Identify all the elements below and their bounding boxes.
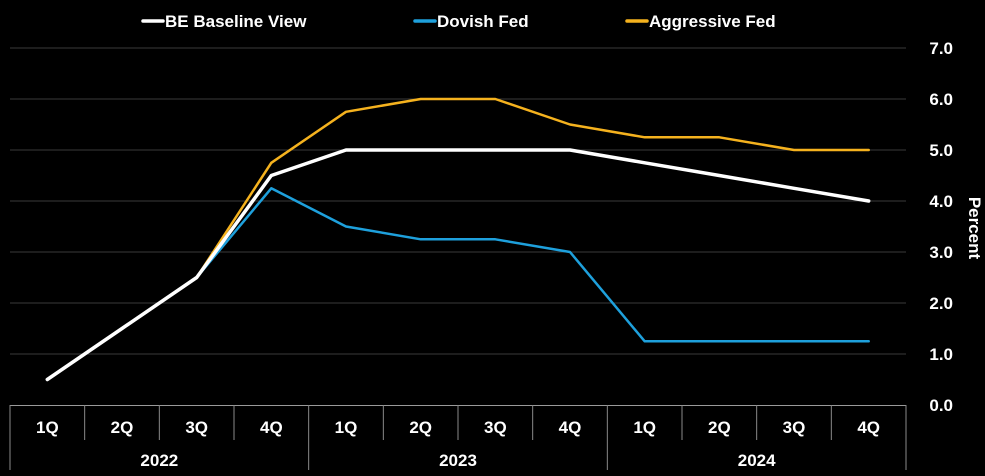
x-axis: 1Q 2Q 3Q 4Q 1Q 2Q 3Q 4Q 1Q 2Q 3Q 4Q 2022 2023 2024: [9, 405, 907, 470]
y-tick-label: 7.0: [929, 39, 953, 58]
x-tick-label: 1Q: [36, 418, 59, 437]
x-tick-label: 2Q: [409, 418, 432, 437]
series-line-dovish-fed: [195, 187, 870, 343]
y-axis: 0.0 1.0 2.0 3.0 4.0 5.0 6.0 7.0: [929, 39, 953, 415]
x-tick-label: 2Q: [708, 418, 731, 437]
x-tick-label: 3Q: [484, 418, 507, 437]
series-line-be-baseline-view: [45, 148, 871, 382]
legend-label-aggressive-fed: Aggressive Fed: [649, 12, 776, 31]
y-tick-label: 3.0: [929, 243, 953, 262]
y-tick-label: 2.0: [929, 294, 953, 313]
y-axis-title: Percent: [965, 197, 984, 260]
year-label: 2024: [738, 451, 776, 470]
x-tick-label: 3Q: [783, 418, 806, 437]
x-tick-label: 4Q: [260, 418, 283, 437]
y-tick-label: 0.0: [929, 396, 953, 415]
series-lines: [45, 97, 871, 382]
gridlines: [10, 47, 906, 355]
year-label: 2023: [439, 451, 477, 470]
x-tick-label: 4Q: [857, 418, 880, 437]
x-tick-label: 4Q: [559, 418, 582, 437]
y-tick-label: 4.0: [929, 192, 953, 211]
y-tick-label: 1.0: [929, 345, 953, 364]
x-tick-label: 1Q: [633, 418, 656, 437]
legend: BE Baseline View Dovish Fed Aggressive Fed: [141, 12, 776, 31]
x-tick-label: 2Q: [111, 418, 134, 437]
y-tick-label: 5.0: [929, 141, 953, 160]
year-label: 2022: [140, 451, 178, 470]
x-tick-label: 3Q: [185, 418, 208, 437]
y-tick-label: 6.0: [929, 90, 953, 109]
x-tick-label: 1Q: [335, 418, 358, 437]
series-line-aggressive-fed: [195, 97, 870, 279]
legend-label-dovish-fed: Dovish Fed: [437, 12, 529, 31]
legend-label-be-baseline-view: BE Baseline View: [165, 12, 307, 31]
